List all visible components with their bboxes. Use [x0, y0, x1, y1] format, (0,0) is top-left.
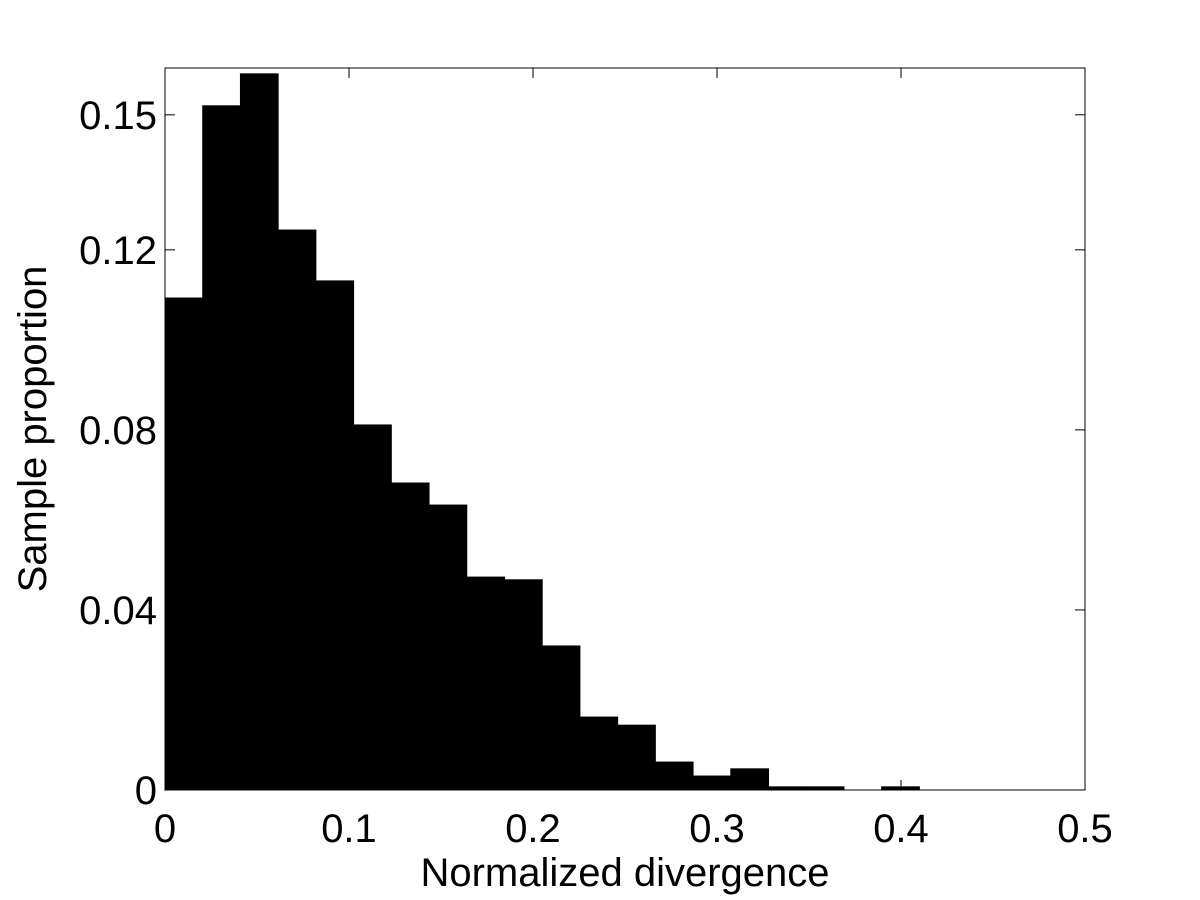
y-axis-label: Sample proportion	[11, 266, 55, 593]
x-tick-label: 0.1	[321, 807, 377, 851]
bar	[579, 716, 619, 791]
bar	[503, 579, 543, 791]
bar	[277, 229, 317, 791]
x-axis-label: Normalized divergence	[420, 851, 829, 895]
bar	[692, 775, 732, 791]
bar	[202, 105, 241, 791]
y-tick-label: 0.12	[79, 229, 157, 273]
bar	[239, 73, 279, 791]
plot-frame	[164, 67, 1086, 791]
y-tick-label: 0.04	[79, 589, 157, 633]
bar	[315, 280, 355, 791]
bar	[541, 645, 581, 791]
bar	[617, 724, 656, 791]
x-tick-label: 0	[154, 807, 176, 851]
bar	[428, 504, 468, 791]
y-tick-label: 0.15	[79, 94, 157, 138]
y-tick-label: 0.08	[79, 409, 157, 453]
x-tick-label: 0.5	[1057, 807, 1113, 851]
x-tick-label: 0.4	[873, 807, 929, 851]
bar	[164, 297, 204, 791]
bar	[390, 482, 430, 791]
bar	[730, 768, 770, 791]
bar	[654, 761, 694, 791]
y-tick-label: 0	[135, 769, 157, 813]
bar	[353, 424, 392, 791]
x-tick-label: 0.3	[689, 807, 745, 851]
x-tick-label: 0.2	[505, 807, 561, 851]
bar	[466, 576, 505, 791]
